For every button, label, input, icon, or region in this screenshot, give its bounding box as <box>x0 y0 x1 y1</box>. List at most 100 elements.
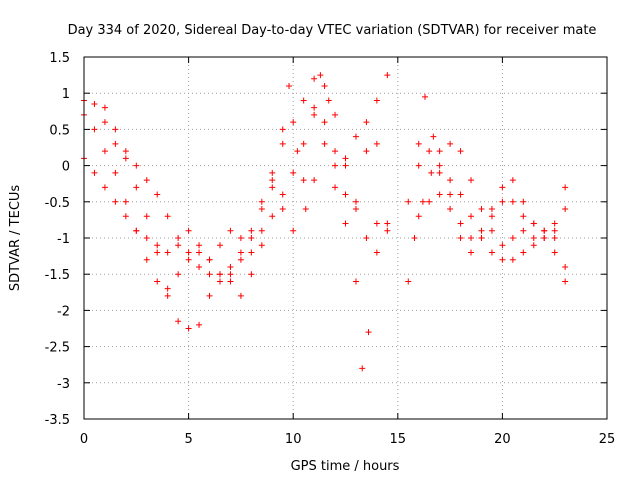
data-point <box>279 126 286 133</box>
grid <box>84 57 607 419</box>
data-point <box>520 249 527 256</box>
data-point <box>258 198 265 205</box>
data-point <box>405 278 412 285</box>
data-point <box>436 191 443 198</box>
data-point <box>237 256 244 263</box>
y-tick-label: -3.5 <box>45 413 70 428</box>
data-point <box>488 227 495 234</box>
data-point <box>143 235 150 241</box>
data-point <box>258 206 265 213</box>
data-point <box>101 104 108 111</box>
data-point <box>317 72 324 79</box>
data-point <box>551 235 558 241</box>
data-point <box>237 249 244 256</box>
data-point <box>530 220 537 227</box>
data-point <box>279 206 286 213</box>
data-point <box>430 133 437 140</box>
data-point <box>112 126 119 133</box>
data-point <box>143 256 150 263</box>
data-point <box>363 119 370 126</box>
data-point <box>436 148 443 155</box>
data-point <box>352 206 359 213</box>
data-point <box>332 162 339 169</box>
data-point <box>300 177 307 184</box>
x-tick-label: 15 <box>390 432 407 447</box>
data-point <box>478 235 485 241</box>
x-tick-label: 10 <box>285 432 302 447</box>
data-point <box>91 101 98 108</box>
data-point <box>342 162 349 169</box>
data-point <box>421 93 428 100</box>
data-point <box>530 235 537 241</box>
data-point <box>269 184 276 191</box>
data-point <box>499 242 506 249</box>
data-point <box>279 191 286 198</box>
data-point <box>332 111 339 118</box>
data-point <box>302 206 309 213</box>
y-tick-label: 0 <box>62 160 70 175</box>
data-point <box>112 169 119 176</box>
data-point <box>133 184 140 191</box>
data-point <box>175 271 182 278</box>
data-point <box>468 249 475 256</box>
data-point <box>363 148 370 155</box>
data-point <box>258 242 265 249</box>
data-point <box>363 235 370 241</box>
data-point <box>352 198 359 205</box>
data-point <box>133 162 140 169</box>
data-point <box>175 235 182 241</box>
data-point <box>447 177 454 184</box>
data-point <box>290 227 297 234</box>
data-point <box>541 227 548 234</box>
data-point <box>101 184 108 191</box>
data-point <box>332 184 339 191</box>
data-point <box>227 278 234 285</box>
data-point <box>237 292 244 299</box>
data-point <box>342 155 349 162</box>
data-point <box>415 213 422 220</box>
data-point <box>342 220 349 227</box>
data-point <box>321 82 328 89</box>
data-point <box>122 148 129 155</box>
data-point <box>426 148 433 155</box>
data-point <box>411 235 418 241</box>
data-point <box>373 97 380 104</box>
data-point <box>562 184 569 191</box>
data-point <box>196 263 203 270</box>
data-point <box>530 242 537 249</box>
data-point <box>248 249 255 256</box>
data-point <box>248 271 255 278</box>
data-point <box>509 256 516 263</box>
data-point <box>175 318 182 325</box>
chart-title: Day 334 of 2020, Sidereal Day-to-day VTE… <box>68 23 597 38</box>
series-track-e <box>405 93 569 263</box>
series-track-h <box>415 140 569 241</box>
series-track-b <box>81 82 391 372</box>
data-point <box>520 213 527 220</box>
data-point <box>384 72 391 79</box>
data-point <box>551 227 558 234</box>
y-tick-label: 1.5 <box>49 51 70 66</box>
data-point <box>227 227 234 234</box>
data-point <box>311 111 318 118</box>
series-track-g <box>415 177 569 285</box>
data-point <box>185 249 192 256</box>
data-point <box>415 140 422 147</box>
data-point <box>457 220 464 227</box>
y-tick-label: -2 <box>57 304 70 319</box>
data-point <box>300 97 307 104</box>
data-point <box>185 325 192 332</box>
data-point <box>321 119 328 126</box>
data-point <box>478 227 485 234</box>
data-point <box>122 198 129 205</box>
data-point <box>447 191 454 198</box>
data-point <box>426 198 433 205</box>
y-tick-label: -1.5 <box>45 268 70 283</box>
data-point <box>325 97 332 104</box>
data-point <box>248 227 255 234</box>
data-point <box>359 365 366 372</box>
data-point <box>311 177 318 184</box>
data-point <box>258 227 265 234</box>
data-point <box>133 227 140 234</box>
data-point <box>227 271 234 278</box>
